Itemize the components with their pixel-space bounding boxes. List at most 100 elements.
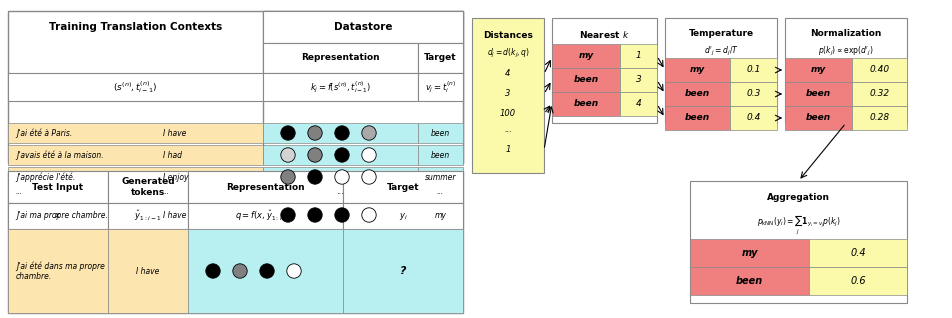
FancyBboxPatch shape	[8, 145, 263, 165]
FancyBboxPatch shape	[620, 68, 656, 92]
FancyBboxPatch shape	[808, 239, 906, 267]
Text: my: my	[810, 66, 825, 74]
Text: $d'_j = d_j/T$: $d'_j = d_j/T$	[703, 45, 738, 58]
Circle shape	[307, 148, 322, 162]
FancyBboxPatch shape	[620, 44, 656, 68]
Text: J'ai été à Paris.: J'ai été à Paris.	[16, 128, 72, 138]
FancyBboxPatch shape	[8, 171, 108, 203]
Circle shape	[334, 208, 348, 222]
Text: 0.4: 0.4	[745, 114, 760, 122]
Text: my: my	[434, 211, 446, 219]
FancyBboxPatch shape	[188, 171, 343, 203]
Text: ?: ?	[399, 266, 406, 276]
FancyBboxPatch shape	[263, 205, 418, 225]
Text: 0.3: 0.3	[745, 89, 760, 99]
FancyBboxPatch shape	[471, 18, 544, 173]
FancyBboxPatch shape	[689, 181, 906, 303]
Text: ...: ...	[16, 186, 23, 196]
Circle shape	[281, 208, 295, 222]
FancyBboxPatch shape	[263, 145, 418, 165]
FancyBboxPatch shape	[664, 18, 776, 123]
FancyBboxPatch shape	[418, 205, 463, 225]
Text: J'apprécie l'été.: J'apprécie l'été.	[16, 172, 75, 182]
FancyBboxPatch shape	[8, 171, 463, 313]
FancyBboxPatch shape	[784, 82, 851, 106]
FancyBboxPatch shape	[343, 203, 463, 229]
Text: 0.4: 0.4	[849, 248, 865, 258]
FancyBboxPatch shape	[263, 123, 418, 143]
Text: J'avais été à la maison.: J'avais été à la maison.	[16, 150, 104, 160]
Text: been: been	[573, 75, 598, 85]
FancyBboxPatch shape	[8, 73, 263, 101]
Text: Distances: Distances	[483, 31, 532, 40]
FancyBboxPatch shape	[188, 229, 343, 313]
Text: been: been	[735, 276, 763, 286]
Circle shape	[281, 170, 295, 184]
Text: I enjoy: I enjoy	[163, 172, 188, 182]
Text: 4: 4	[505, 70, 510, 79]
FancyBboxPatch shape	[108, 171, 188, 203]
FancyBboxPatch shape	[551, 68, 620, 92]
Text: Training Translation Contexts: Training Translation Contexts	[49, 22, 222, 32]
Circle shape	[287, 264, 301, 278]
Text: $x$: $x$	[54, 211, 62, 220]
Text: 100: 100	[500, 109, 516, 119]
Circle shape	[362, 208, 376, 222]
Text: 1: 1	[505, 146, 510, 155]
FancyBboxPatch shape	[851, 106, 906, 130]
Text: Generated
tokens: Generated tokens	[121, 177, 174, 197]
FancyBboxPatch shape	[551, 92, 620, 116]
Text: $p_{\mathrm{kNN}}(y_i) = \sum_j \mathbf{1}_{y_i=v_j} p(k_j)$: $p_{\mathrm{kNN}}(y_i) = \sum_j \mathbf{…	[756, 213, 840, 237]
Circle shape	[232, 264, 247, 278]
Text: been: been	[805, 114, 830, 122]
FancyBboxPatch shape	[343, 229, 463, 313]
Text: 0.28: 0.28	[868, 114, 888, 122]
Circle shape	[362, 170, 376, 184]
FancyBboxPatch shape	[551, 18, 656, 123]
Text: $d_j = d(k_j, q)$: $d_j = d(k_j, q)$	[486, 46, 529, 59]
FancyBboxPatch shape	[729, 58, 776, 82]
FancyBboxPatch shape	[8, 203, 108, 229]
FancyBboxPatch shape	[664, 82, 729, 106]
Circle shape	[260, 264, 274, 278]
Text: $\hat{y}_{1:i-1}$: $\hat{y}_{1:i-1}$	[134, 209, 162, 223]
FancyBboxPatch shape	[418, 123, 463, 143]
Text: I have: I have	[163, 128, 187, 137]
Circle shape	[281, 126, 295, 140]
FancyBboxPatch shape	[108, 229, 188, 313]
FancyBboxPatch shape	[8, 229, 108, 313]
Text: been: been	[684, 89, 709, 99]
Text: $q = f(x, \hat{y}_{1:i-1})$: $q = f(x, \hat{y}_{1:i-1})$	[234, 209, 296, 223]
Text: 3: 3	[505, 89, 510, 99]
Text: summer: summer	[425, 172, 456, 182]
Text: $(s^{(n)}, t^{(n)}_{i-1})$: $(s^{(n)}, t^{(n)}_{i-1})$	[113, 79, 157, 95]
FancyBboxPatch shape	[729, 82, 776, 106]
Text: Target: Target	[387, 183, 419, 191]
FancyBboxPatch shape	[729, 106, 776, 130]
FancyBboxPatch shape	[263, 43, 418, 73]
Text: 4: 4	[635, 100, 641, 108]
FancyBboxPatch shape	[8, 123, 263, 143]
FancyBboxPatch shape	[8, 183, 263, 199]
FancyBboxPatch shape	[784, 18, 906, 123]
Text: $k_j = f(s^{(n)}, t^{(n)}_{i-1})$: $k_j = f(s^{(n)}, t^{(n)}_{i-1})$	[309, 80, 371, 94]
Text: Aggregation: Aggregation	[766, 193, 829, 203]
FancyBboxPatch shape	[551, 44, 620, 68]
Circle shape	[307, 208, 322, 222]
Text: my: my	[741, 248, 757, 258]
Text: Target: Target	[424, 53, 456, 63]
FancyBboxPatch shape	[263, 183, 418, 199]
Circle shape	[362, 126, 376, 140]
Text: 0.6: 0.6	[849, 276, 865, 286]
FancyBboxPatch shape	[418, 167, 463, 187]
FancyBboxPatch shape	[108, 203, 188, 229]
Circle shape	[362, 148, 376, 162]
Text: Representation: Representation	[301, 53, 380, 63]
Text: ...: ...	[504, 126, 511, 135]
FancyBboxPatch shape	[418, 43, 463, 73]
FancyBboxPatch shape	[689, 239, 808, 267]
Text: Nearest $k$: Nearest $k$	[579, 29, 629, 39]
FancyBboxPatch shape	[784, 58, 851, 82]
FancyBboxPatch shape	[418, 73, 463, 101]
Text: been: been	[573, 100, 598, 108]
